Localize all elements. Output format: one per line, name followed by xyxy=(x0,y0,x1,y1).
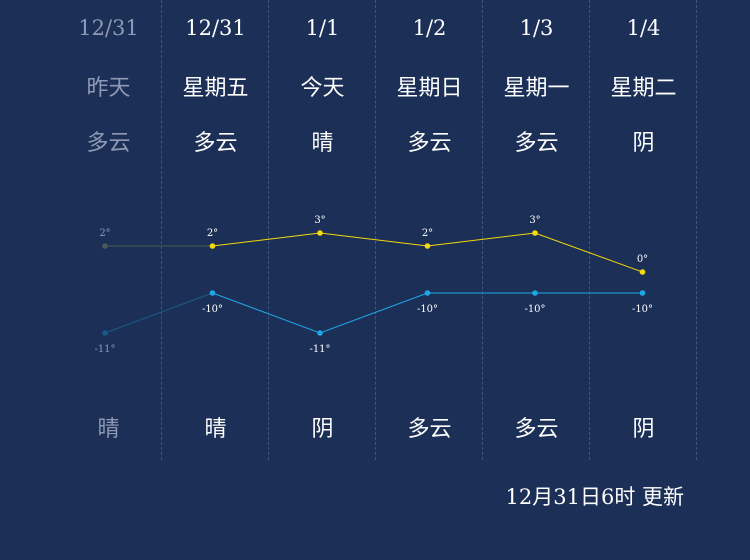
data-point xyxy=(639,269,646,275)
forecast-day: 1/1 今天晴阴 xyxy=(269,0,376,460)
day-weather: 多云 xyxy=(514,131,559,156)
column-separator xyxy=(482,0,483,460)
night-weather: 阴 xyxy=(311,417,334,442)
data-point xyxy=(424,243,431,249)
data-point xyxy=(209,290,216,296)
data-label: -10° xyxy=(524,304,545,315)
data-label: -10° xyxy=(417,304,438,315)
data-point xyxy=(424,290,431,296)
day-week: 星期日 xyxy=(396,76,463,101)
data-label: -11° xyxy=(309,344,330,355)
forecast-day: 12/31 星期五多云晴 xyxy=(162,0,269,460)
day-weather: 多云 xyxy=(407,131,452,156)
data-label: 2° xyxy=(207,228,218,239)
day-date: 1/3 xyxy=(519,16,554,40)
forecast-day: 1/3 星期一 多云 多云 xyxy=(483,0,590,460)
temperature-chart: 2° 2° 3° 2° 3° 0° -11° -10° -11° -10° -10° -10° xyxy=(94,215,653,355)
column-separator xyxy=(268,0,269,460)
data-label: -10° xyxy=(202,304,223,315)
forecast-day: 1/2 星期日 多云 多云 xyxy=(376,0,483,460)
update-time: 12月31日6时 更新 xyxy=(505,485,684,509)
day-week: 今天 xyxy=(300,76,345,101)
night-weather: 晴 xyxy=(204,417,227,442)
data-label: -10° xyxy=(632,304,653,315)
column-separator xyxy=(696,0,697,460)
data-point xyxy=(532,290,538,296)
day-date: 1/4 xyxy=(626,16,661,40)
day-weather: 阴 xyxy=(632,131,655,156)
data-label: 3° xyxy=(529,215,540,226)
data-point xyxy=(209,243,216,249)
night-weather: 晴 xyxy=(97,417,120,442)
night-weather: 多云 xyxy=(514,417,559,442)
day-date: 1/2 xyxy=(412,16,447,40)
day-week: 昨天 xyxy=(86,76,131,101)
data-label: 0° xyxy=(637,254,648,265)
column-separator xyxy=(589,0,590,460)
data-label: 2° xyxy=(99,228,110,239)
day-week: 星期二 xyxy=(610,76,677,101)
data-label: -11° xyxy=(94,344,115,355)
day-weather: 晴 xyxy=(311,131,334,156)
forecast-day: 12/31 昨天多云晴 xyxy=(55,0,162,460)
data-label: 3° xyxy=(314,215,325,226)
day-date: 12/31 xyxy=(185,16,246,40)
data-point xyxy=(639,290,646,296)
forecast-day: 1/4 星期二阴阴 xyxy=(590,0,697,460)
data-point xyxy=(102,243,108,249)
day-weather: 多云 xyxy=(86,131,131,156)
data-point xyxy=(317,330,323,336)
data-point xyxy=(102,330,108,336)
night-weather: 多云 xyxy=(407,417,452,442)
day-week: 星期五 xyxy=(182,76,249,101)
data-point xyxy=(532,230,538,236)
day-weather: 多云 xyxy=(193,131,238,156)
data-point xyxy=(317,230,323,236)
day-date: 1/1 xyxy=(305,16,340,40)
day-week: 星期一 xyxy=(503,76,570,101)
series-line-past xyxy=(104,292,213,334)
column-separator xyxy=(161,0,162,460)
column-separator xyxy=(375,0,376,460)
night-weather: 阴 xyxy=(632,417,655,442)
data-label: 2° xyxy=(422,228,433,239)
day-date: 12/31 xyxy=(78,16,139,40)
